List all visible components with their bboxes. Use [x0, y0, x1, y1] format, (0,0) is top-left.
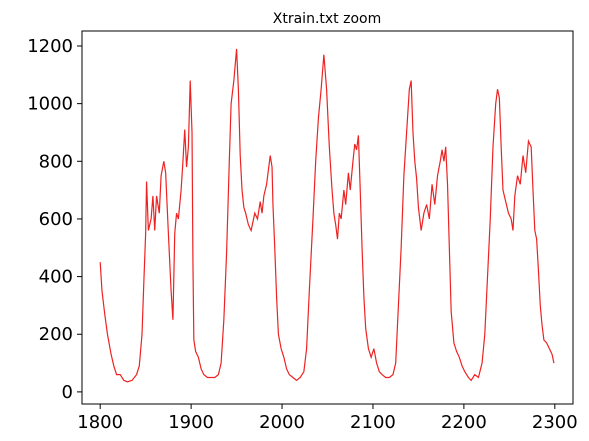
chart-title: Xtrain.txt zoom [273, 11, 381, 27]
y-tick-label: 200 [39, 324, 73, 345]
y-tick-label: 400 [39, 267, 73, 288]
y-tick-label: 0 [62, 382, 73, 403]
x-tick-label: 2000 [259, 412, 305, 433]
data-line [99, 48, 555, 383]
plot-frame [81, 30, 574, 405]
y-tick-label: 1200 [27, 36, 73, 57]
x-tick-label: 1800 [77, 412, 123, 433]
x-tick-label: 1900 [168, 412, 214, 433]
x-tick-label: 2300 [532, 412, 578, 433]
y-tick-label: 600 [39, 209, 73, 230]
x-tick-label: 2200 [441, 412, 487, 433]
y-tick-label: 800 [39, 151, 73, 172]
y-tick-label: 1000 [27, 94, 73, 115]
x-tick-label: 2100 [350, 412, 396, 433]
